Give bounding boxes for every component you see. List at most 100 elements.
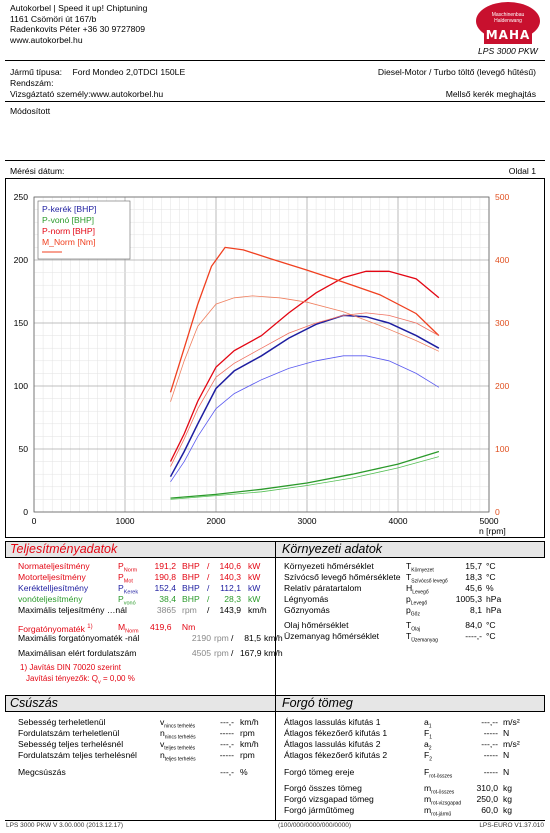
max-torque-rpm-unit: rpm — [214, 633, 229, 643]
din-note: 1) Javítás DIN 70020 szerint — [20, 663, 121, 672]
env-row-sym: T — [406, 561, 412, 571]
footer-euro-version: LPS-EURO V1.37.010 — [479, 822, 544, 829]
env-row-label: Szívócső levegő hőmérséklete — [284, 572, 401, 582]
y-right-tick-label: 500 — [495, 192, 510, 202]
perf-row-unit1: BHP — [182, 583, 200, 593]
performance-title: Teljesítményadatok — [10, 542, 118, 556]
company-contact: Radenkovits Péter +36 30 9727809 — [10, 24, 145, 34]
mass-row-symbol: F2 — [424, 750, 432, 765]
perf-row-sep: / — [207, 594, 210, 604]
perf-row-value1: 190,8 — [154, 572, 176, 582]
mass-row-unit: N — [503, 767, 510, 777]
perf-row-symbol: Pvonó — [118, 594, 136, 609]
y-right-tick-label: 200 — [495, 381, 510, 391]
series-line — [169, 270, 440, 462]
engine-type: Diesel-Motor / Turbo töltő (levegő hűtés… — [377, 67, 536, 77]
vehicle-type-label: Jármű típusa: — [10, 67, 63, 77]
y-right-tick-label: 400 — [495, 255, 510, 265]
mass-row-label: Forgó vizsgapad tömeg — [284, 794, 374, 804]
perf-row-unit2: kW — [248, 583, 261, 593]
perf-row-sym: P — [118, 572, 124, 582]
slip-row-sub: teljes terhelés — [164, 745, 196, 752]
max-rpm-speed-unit: km/h — [264, 648, 283, 658]
mass-row-symbol: a2 — [424, 739, 432, 754]
perf-row-label: Motorteljesítmény — [18, 572, 86, 582]
perf-row-value2: 112,1 — [220, 583, 241, 593]
slip-row-unit: km/h — [240, 739, 259, 749]
company-name: Autokorbel | Speed it up! Chiptuning — [10, 3, 148, 13]
max-rpm-value: 4505 — [191, 648, 211, 658]
torque-sub: Norm — [125, 628, 139, 635]
env-row-label: Relatív páratartalom — [284, 583, 362, 593]
perf-row-value2: 140,3 — [219, 572, 241, 582]
mass-row-unit: kg — [503, 805, 513, 815]
slip-row-label: Sebesség terheletlenül — [18, 717, 106, 727]
legend-box — [37, 200, 131, 260]
env-row-symbol: pLevegő — [406, 594, 427, 609]
x-tick-label: 5000 — [479, 516, 498, 526]
env-row-sym: p — [406, 605, 411, 615]
legend-entry: P-kerék [BHP] — [42, 204, 96, 214]
column-divider — [275, 541, 276, 714]
torque-sym: M — [118, 622, 126, 632]
correction-factor: Javítási tényezők: Qv = 0,00 % — [26, 674, 135, 688]
mass-row-value: ----- — [483, 728, 498, 738]
perf-row-sep: / — [207, 572, 210, 582]
env-row-value: 18,3 — [465, 572, 482, 582]
env-row-sub: Olaj — [411, 626, 421, 633]
slip-row-label: Sebesség teljes terhelésnél — [18, 739, 124, 749]
series-line — [169, 246, 440, 393]
env-row-unit: hPa — [486, 605, 502, 615]
mass-row-sym: F — [424, 728, 430, 738]
env-row-label: Légnyomás — [284, 594, 329, 604]
plate-label: Rendszám: — [10, 78, 54, 88]
max-torque-label: Maximális forgatónyomaték -nál — [18, 633, 140, 643]
mass-row-label: Forgó tömeg ereje — [284, 767, 355, 777]
perf-row-value2: 28,3 — [224, 594, 241, 604]
perf-row-value2: 140,6 — [219, 561, 241, 571]
series-line — [170, 312, 440, 467]
y-left-tick-label: 200 — [14, 255, 29, 265]
drive-type: Mellső kerék meghajtás — [445, 89, 536, 99]
tester: Vizsgáztató személy:www.autokorbel.hu — [10, 89, 164, 99]
perf-row-value1: 3865 — [156, 605, 176, 615]
mass-row-label: Átlagos fékezőerő kifutás 2 — [284, 750, 388, 760]
perf-row-label: Normateljesítmény — [18, 561, 90, 571]
x-tick-label: 4000 — [388, 516, 407, 526]
mass-row-value: ----- — [483, 767, 498, 777]
legend-entry: P-norm [BHP] — [42, 226, 95, 236]
env-row-value: 15,7 — [465, 561, 482, 571]
slip-row-symbol: nteljes terhelés — [160, 750, 196, 765]
y-right-tick-label: 300 — [495, 318, 510, 328]
max-torque-rpm: 2190 — [191, 633, 211, 643]
mass-row-label: Átlagos lassulás kifutás 1 — [284, 717, 381, 727]
series-line — [170, 295, 440, 402]
mass-title: Forgó tömeg — [282, 696, 353, 710]
mass-row-sub: 2 — [428, 745, 432, 752]
mass-row-label: Forgó összes tömeg — [284, 783, 362, 793]
perf-row-symbol: PMot — [118, 572, 133, 587]
env-row-symbol: TKörnyezet — [406, 561, 434, 576]
mass-row-symbol: mrot-összes — [424, 783, 454, 798]
env-row-sub: Szívócső levegő — [411, 578, 448, 585]
perf-row-sym: P — [118, 594, 124, 604]
perf-row-label: Maximális teljesítmény …nál — [18, 605, 127, 615]
mass-row-label: Átlagos lassulás kifutás 2 — [284, 739, 381, 749]
slip-row-label: Megcsúszás — [18, 767, 66, 777]
mass-row-symbol: mrot-jármű — [424, 805, 451, 820]
divider — [5, 160, 545, 161]
divider — [5, 820, 545, 821]
perf-row-value1: 152,4 — [154, 583, 176, 593]
mass-row-value: ---,-- — [481, 739, 498, 749]
env-row-unit: °C — [486, 620, 496, 630]
mass-row-sym: a — [424, 717, 429, 727]
y-left-tick-label: 100 — [14, 381, 29, 391]
company-address: 1161 Csömöri út 167/b — [10, 13, 97, 24]
env-row-unit: °C — [486, 631, 496, 641]
mass-row-value: 60,0 — [481, 805, 498, 815]
mass-row-sym: a — [424, 739, 429, 749]
series-line — [170, 456, 440, 500]
env-row-symbol: pGőz — [406, 605, 420, 620]
perf-row-unit1: BHP — [182, 572, 200, 582]
slip-row-sym: v — [160, 717, 165, 727]
